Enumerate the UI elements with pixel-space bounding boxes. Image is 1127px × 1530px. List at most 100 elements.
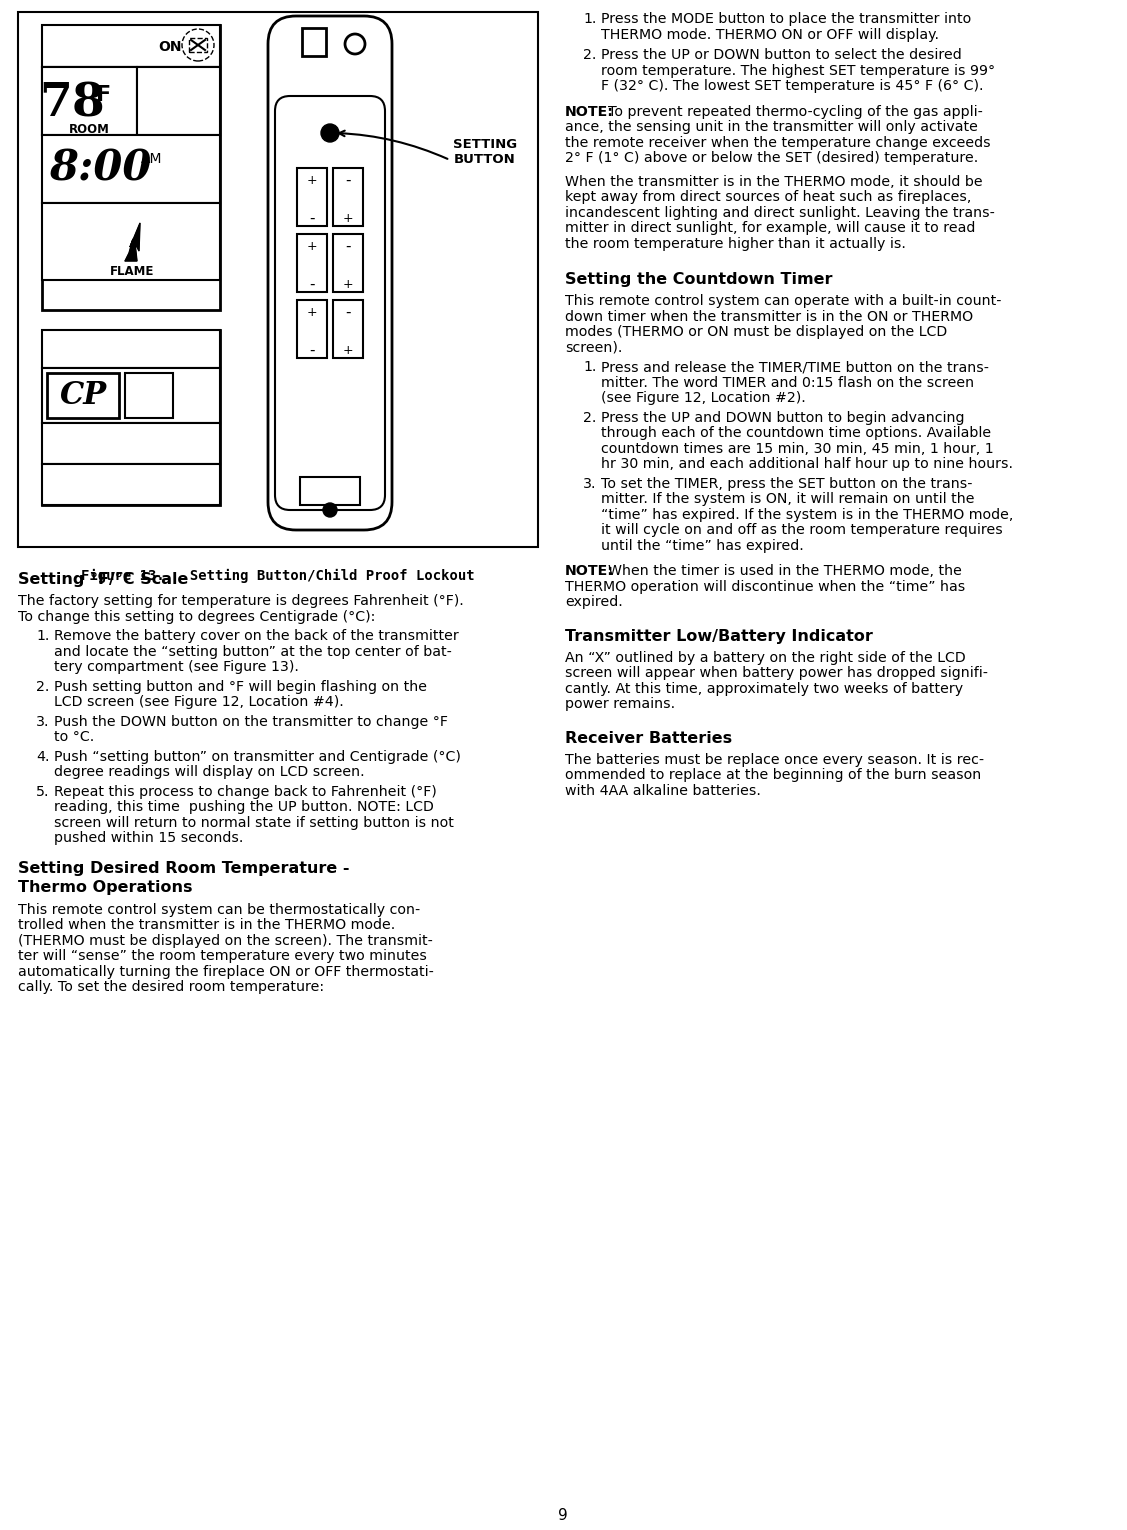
Bar (42, 24, 220, 67)
Text: Setting Desired Room Temperature -: Setting Desired Room Temperature - (18, 860, 349, 875)
Text: NOTE:: NOTE: (565, 565, 614, 578)
Text: 2.: 2. (36, 679, 50, 693)
Text: -: - (345, 239, 350, 254)
Text: screen).: screen). (565, 341, 622, 355)
Text: power remains.: power remains. (565, 698, 675, 711)
Text: the room temperature higher than it actually is.: the room temperature higher than it actu… (565, 237, 906, 251)
Text: down timer when the transmitter is in the ON or THERMO: down timer when the transmitter is in th… (565, 309, 973, 323)
Bar (332, 168, 363, 226)
Text: until the “time” has expired.: until the “time” has expired. (601, 539, 804, 552)
Text: Remove the battery cover on the back of the transmitter: Remove the battery cover on the back of … (54, 629, 459, 643)
Bar (300, 477, 360, 505)
Text: screen will appear when battery power has dropped signifi-: screen will appear when battery power ha… (565, 666, 988, 679)
Text: 2.: 2. (583, 47, 596, 63)
Bar (42, 135, 220, 203)
Text: the remote receiver when the temperature change exceeds: the remote receiver when the temperature… (565, 136, 991, 150)
Bar (298, 300, 327, 358)
Text: cally. To set the desired room temperature:: cally. To set the desired room temperatu… (18, 981, 325, 994)
Text: Receiver Batteries: Receiver Batteries (565, 730, 733, 745)
Bar (18, 12, 538, 548)
Text: Press the UP and DOWN button to begin advancing: Press the UP and DOWN button to begin ad… (601, 410, 965, 424)
Text: -: - (345, 173, 350, 188)
Bar (42, 203, 220, 280)
Text: Transmitter Low/Battery Indicator: Transmitter Low/Battery Indicator (565, 629, 873, 644)
Text: 8:00: 8:00 (48, 147, 151, 190)
Text: room temperature. The highest SET temperature is 99°: room temperature. The highest SET temper… (601, 64, 995, 78)
Text: to °C.: to °C. (54, 730, 95, 744)
Bar (298, 234, 327, 292)
Text: automatically turning the fireplace ON or OFF thermostati-: automatically turning the fireplace ON o… (18, 964, 434, 979)
Text: (see Figure 12, Location #2).: (see Figure 12, Location #2). (601, 392, 806, 405)
Bar (47, 373, 119, 418)
Text: mitter. If the system is ON, it will remain on until the: mitter. If the system is ON, it will rem… (601, 493, 975, 506)
Bar (42, 422, 220, 464)
Text: SETTING
BUTTON: SETTING BUTTON (453, 138, 517, 165)
Text: THERMO operation will discontinue when the “time” has: THERMO operation will discontinue when t… (565, 580, 965, 594)
Text: When the timer is used in the THERMO mode, the: When the timer is used in the THERMO mod… (607, 565, 961, 578)
Bar (332, 300, 363, 358)
Text: degree readings will display on LCD screen.: degree readings will display on LCD scre… (54, 765, 365, 779)
Text: The factory setting for temperature is degrees Fahrenheit (°F).: The factory setting for temperature is d… (18, 594, 463, 607)
Text: ance, the sensing unit in the transmitter will only activate: ance, the sensing unit in the transmitte… (565, 119, 978, 135)
Text: 5.: 5. (36, 785, 50, 799)
Text: cantly. At this time, approximately two weeks of battery: cantly. At this time, approximately two … (565, 681, 964, 696)
Text: 4.: 4. (36, 750, 50, 763)
Bar (42, 67, 220, 135)
Text: THERMO mode. THERMO ON or OFF will display.: THERMO mode. THERMO ON or OFF will displ… (601, 28, 939, 41)
Text: An “X” outlined by a battery on the right side of the LCD: An “X” outlined by a battery on the righ… (565, 650, 966, 664)
Text: mitter. The word TIMER and 0:15 flash on the screen: mitter. The word TIMER and 0:15 flash on… (601, 375, 974, 390)
Bar (42, 24, 220, 311)
Text: 2° F (1° C) above or below the SET (desired) temperature.: 2° F (1° C) above or below the SET (desi… (565, 151, 978, 165)
Text: hr 30 min, and each additional half hour up to nine hours.: hr 30 min, and each additional half hour… (601, 457, 1013, 471)
Text: Press and release the TIMER/TIME button on the trans-: Press and release the TIMER/TIME button … (601, 360, 990, 373)
Text: it will cycle on and off as the room temperature requires: it will cycle on and off as the room tem… (601, 523, 1003, 537)
Text: countdown times are 15 min, 30 min, 45 min, 1 hour, 1: countdown times are 15 min, 30 min, 45 m… (601, 442, 994, 456)
Text: reading, this time  pushing the UP button. NOTE: LCD: reading, this time pushing the UP button… (54, 800, 434, 814)
Text: through each of the countdown time options. Available: through each of the countdown time optio… (601, 425, 991, 441)
Bar (42, 464, 220, 505)
Text: 9: 9 (558, 1507, 568, 1522)
Bar (137, 67, 220, 135)
Text: ROOM: ROOM (69, 122, 109, 136)
Text: Setting the Countdown Timer: Setting the Countdown Timer (565, 272, 833, 288)
Text: Repeat this process to change back to Fahrenheit (°F): Repeat this process to change back to Fa… (54, 785, 437, 799)
Text: with 4AA alkaline batteries.: with 4AA alkaline batteries. (565, 783, 761, 797)
Text: ter will “sense” the room temperature every two minutes: ter will “sense” the room temperature ev… (18, 949, 427, 962)
Text: pushed within 15 seconds.: pushed within 15 seconds. (54, 831, 243, 845)
Text: +: + (307, 173, 318, 187)
Circle shape (321, 124, 339, 142)
Text: +: + (343, 211, 353, 225)
Bar (189, 38, 207, 52)
Text: AM: AM (141, 151, 162, 165)
Text: This remote control system can be thermostatically con-: This remote control system can be thermo… (18, 903, 420, 916)
Text: +: + (307, 240, 318, 252)
Text: ON: ON (158, 40, 181, 54)
Text: mitter in direct sunlight, for example, will cause it to read: mitter in direct sunlight, for example, … (565, 220, 975, 236)
Text: 3.: 3. (583, 476, 596, 491)
Text: 78: 78 (39, 80, 105, 125)
Text: The batteries must be replace once every season. It is rec-: The batteries must be replace once every… (565, 753, 984, 767)
Bar (298, 168, 327, 226)
Text: When the transmitter is in the THERMO mode, it should be: When the transmitter is in the THERMO mo… (565, 174, 983, 188)
Polygon shape (125, 223, 140, 262)
Text: +: + (343, 277, 353, 291)
Bar (42, 330, 220, 369)
Text: This remote control system can operate with a built-in count-: This remote control system can operate w… (565, 294, 1002, 308)
Text: F (32° C). The lowest SET temperature is 45° F (6° C).: F (32° C). The lowest SET temperature is… (601, 80, 984, 93)
Text: -: - (309, 343, 314, 358)
Text: “time” has expired. If the system is in the THERMO mode,: “time” has expired. If the system is in … (601, 508, 1013, 522)
Text: 3.: 3. (36, 715, 50, 728)
Text: kept away from direct sources of heat such as fireplaces,: kept away from direct sources of heat su… (565, 190, 971, 203)
Text: and locate the “setting button” at the top center of bat-: and locate the “setting button” at the t… (54, 644, 452, 658)
Bar (125, 373, 174, 418)
Text: expired.: expired. (565, 595, 623, 609)
Text: FLAME: FLAME (109, 265, 154, 277)
Text: Thermo Operations: Thermo Operations (18, 880, 193, 895)
Bar (332, 234, 363, 292)
Text: -: - (345, 304, 350, 320)
Text: LCD screen (see Figure 12, Location #4).: LCD screen (see Figure 12, Location #4). (54, 695, 344, 708)
Text: Figure 13.   Setting Button/Child Proof Lockout: Figure 13. Setting Button/Child Proof Lo… (81, 569, 474, 583)
Text: CP: CP (60, 379, 107, 412)
Text: To prevent repeated thermo-cycling of the gas appli-: To prevent repeated thermo-cycling of th… (607, 104, 983, 118)
Text: (THERMO must be displayed on the screen). The transmit-: (THERMO must be displayed on the screen)… (18, 933, 433, 947)
